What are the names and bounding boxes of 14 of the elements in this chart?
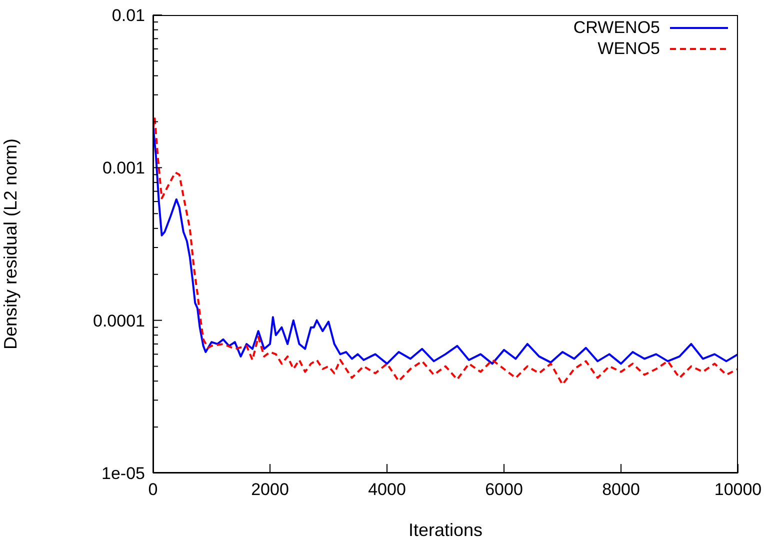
- x-tick-label: 8000: [602, 480, 640, 499]
- x-tick-label: 2000: [251, 480, 289, 499]
- x-tick-label: 0: [148, 480, 158, 499]
- y-tick-label: 0.01: [112, 6, 145, 25]
- legend-label: CRWENO5: [573, 18, 660, 38]
- legend-label: WENO5: [598, 38, 660, 58]
- x-tick-label: 4000: [368, 480, 406, 499]
- x-tick-label: 10000: [714, 480, 762, 499]
- y-tick-label: 1e-05: [102, 464, 145, 483]
- x-axis-title: Iterations: [408, 520, 483, 540]
- y-tick-label: 0.0001: [93, 311, 145, 330]
- x-tick-label: 6000: [485, 480, 523, 499]
- y-axis-title: Density residual (L2 norm): [0, 138, 20, 350]
- y-tick-label: 0.001: [102, 158, 145, 178]
